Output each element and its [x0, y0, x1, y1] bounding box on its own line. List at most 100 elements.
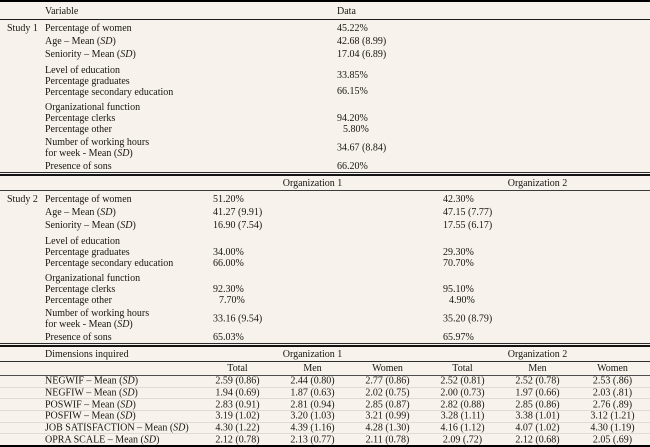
- row-label: Presence of sons: [45, 332, 112, 343]
- cell-value: 3.38 (1.01): [515, 410, 560, 422]
- table-row: Level of education: [0, 236, 650, 247]
- cell-value: 4.28 (1.30): [365, 422, 410, 434]
- row-label: for week - Mean (SD): [45, 319, 133, 330]
- column-header-women-org1: Women: [372, 363, 403, 374]
- row-label: Percentage other: [45, 295, 112, 306]
- cell-value: 34.67 (8.84): [337, 142, 387, 154]
- dimensions-section: Dimensions inquired Organization 1 Organ…: [0, 345, 650, 445]
- cell-value: 2.53 (.86): [592, 375, 633, 387]
- table-row: Percentage clerks 94.20%: [0, 113, 650, 124]
- row-label: Presence of sons: [45, 161, 112, 172]
- cell-value: 51.20%: [213, 194, 244, 205]
- cell-value: 3.12 (1.21): [590, 410, 635, 422]
- row-label: OPRA SCALE – Mean (SD): [45, 434, 160, 446]
- row-label: JOB SATISFACTION – Mean (SD): [45, 422, 189, 434]
- table-row: Seniority – Mean (SD) 17.04 (6.89): [0, 48, 650, 61]
- table-row: JOB SATISFACTION – Mean (SD) 4.30 (1.22) 4…: [0, 421, 650, 434]
- cell-value: 35.20 (8.79): [443, 313, 493, 325]
- table-row: Percentage secondary education 66.00% 70.7…: [0, 258, 650, 269]
- row-group: Organizational function Percentage clerks…: [0, 273, 650, 306]
- table-row: Percentage graduates 34.00% 29.30%: [0, 247, 650, 258]
- cell-value: 2.03 (.81): [592, 387, 633, 399]
- cell-value: 2.77 (0.86): [365, 375, 410, 387]
- cell-value: 4.30 (1.19): [590, 422, 635, 434]
- table-row: Age – Mean (SD) 42.68 (8.99): [0, 35, 650, 48]
- table-row: Percentage of women 51.20% 42.30%: [0, 193, 650, 206]
- table-row: Seniority – Mean (SD) 16.90 (7.54) 17.55 (…: [0, 219, 650, 232]
- cell-value: 2.00 (0.73): [440, 387, 485, 399]
- cell-value: 4.16 (1.12): [440, 422, 485, 434]
- cell-value: 2.83 (0.91): [215, 399, 260, 411]
- table-row: POSFIW – Mean (SD) 3.19 (1.02) 3.20 (1.03)…: [0, 410, 650, 422]
- cell-value: 2.52 (0.78): [515, 375, 560, 387]
- row-label: NEGFIW – Mean (SD): [45, 387, 138, 399]
- column-header-total-org2: Total: [452, 363, 473, 374]
- study2-org-header-row: Organization 1 Organization 2: [0, 174, 650, 191]
- row-label: Percentage other: [45, 124, 112, 135]
- row-label: Percentage secondary education: [45, 87, 174, 98]
- table-row: OPRA SCALE – Mean (SD) 2.12 (0.78) 2.13 (0…: [0, 433, 650, 445]
- row-group: Percentage of women 45.22% Age – Mean (SD)…: [0, 22, 650, 61]
- cell-value: 66.20%: [337, 161, 368, 172]
- row-group-education: Level of education Percentage graduates Pe…: [0, 65, 650, 98]
- study1-label: Study 1: [7, 23, 38, 34]
- study2-section: Study 2 Percentage of women 51.20% 42.30% A…: [0, 191, 650, 344]
- cell-value: 2.02 (0.75): [365, 387, 410, 399]
- row-label: Percentage of women: [45, 23, 132, 34]
- table-row: Percentage other 5.80%: [0, 124, 650, 135]
- row-label: Organizational function: [45, 273, 141, 284]
- column-header-data: Data: [337, 6, 356, 17]
- cell-value: 3.20 (1.03): [290, 410, 335, 422]
- cell-value: 2.52 (0.81): [440, 375, 485, 387]
- cell-value: 17.04 (6.89): [337, 49, 387, 60]
- row-group: Level of education Percentage graduates 34…: [0, 236, 650, 269]
- column-header-organization-2: Organization 2: [507, 178, 568, 189]
- subheader-row: Total Men Women Total Men Women: [0, 362, 650, 376]
- row-label: Percentage clerks: [45, 113, 116, 124]
- cell-value: 17.55 (6.17): [443, 220, 493, 231]
- cell-value: 4.07 (1.02): [515, 422, 560, 434]
- row-group: Percentage of women 51.20% 42.30% Age – Mea…: [0, 193, 650, 232]
- cell-value: 33.85%: [337, 70, 368, 81]
- cell-value: 42.30%: [443, 194, 474, 205]
- cell-value: 66.00%: [213, 258, 244, 269]
- table-row: Organizational function: [0, 273, 650, 284]
- row-group: Organizational function Percentage clerks…: [0, 102, 650, 135]
- row-label: Seniority – Mean (SD): [45, 220, 136, 231]
- row-group: Presence of sons 65.03% 65.97%: [0, 332, 650, 343]
- cell-value: 2.44 (0.80): [290, 375, 335, 387]
- cell-value: 2.11 (0.78): [365, 434, 410, 446]
- row-label: Percentage graduates: [45, 76, 130, 87]
- column-header-men-org1: Men: [303, 363, 322, 374]
- row-label: Seniority – Mean (SD): [45, 49, 136, 60]
- row-label: Percentage of women: [45, 194, 132, 205]
- cell-value: 1.94 (0.69): [215, 387, 260, 399]
- cell-value: 16.90 (7.54): [213, 220, 263, 231]
- column-header-organization-1: Organization 1: [282, 178, 343, 189]
- cell-value: 70.70%: [443, 258, 474, 269]
- table-row: POSWIF – Mean (SD) 2.83 (0.91) 2.81 (0.94)…: [0, 398, 650, 410]
- row-label: POSFIW – Mean (SD): [45, 410, 136, 422]
- row-group-working-hours: Number of working hours for week - Mean (…: [0, 137, 650, 159]
- column-header-men-org2: Men: [528, 363, 547, 374]
- table-header-row: Variable Data: [0, 2, 650, 20]
- cell-value: 1.87 (0.63): [290, 387, 335, 399]
- row-group: Presence of sons 66.20%: [0, 161, 650, 172]
- cell-value: 95.10%: [443, 284, 474, 295]
- cell-value: 5.80%: [343, 124, 369, 135]
- row-label: Number of working hours: [45, 137, 150, 148]
- row-label: Percentage secondary education: [45, 258, 174, 269]
- cell-value: 92.30%: [213, 284, 244, 295]
- table-row: Percentage other 7.70% 4.90%: [0, 295, 650, 306]
- cell-value: 2.12 (0.68): [515, 434, 560, 446]
- cell-value: 2.09 (.72): [442, 434, 483, 446]
- column-header-dimensions-inquired: Dimensions inquired: [45, 349, 129, 360]
- cell-value: 33.16 (9.54): [213, 313, 263, 325]
- table-row: Presence of sons 66.20%: [0, 161, 650, 172]
- table-row: Age – Mean (SD) 41.27 (9.91) 47.15 (7.77): [0, 206, 650, 219]
- cell-value: 2.85 (0.86): [515, 399, 560, 411]
- row-label: Level of education: [45, 65, 120, 76]
- cell-value: 2.12 (0.78): [215, 434, 260, 446]
- row-label: Percentage clerks: [45, 284, 116, 295]
